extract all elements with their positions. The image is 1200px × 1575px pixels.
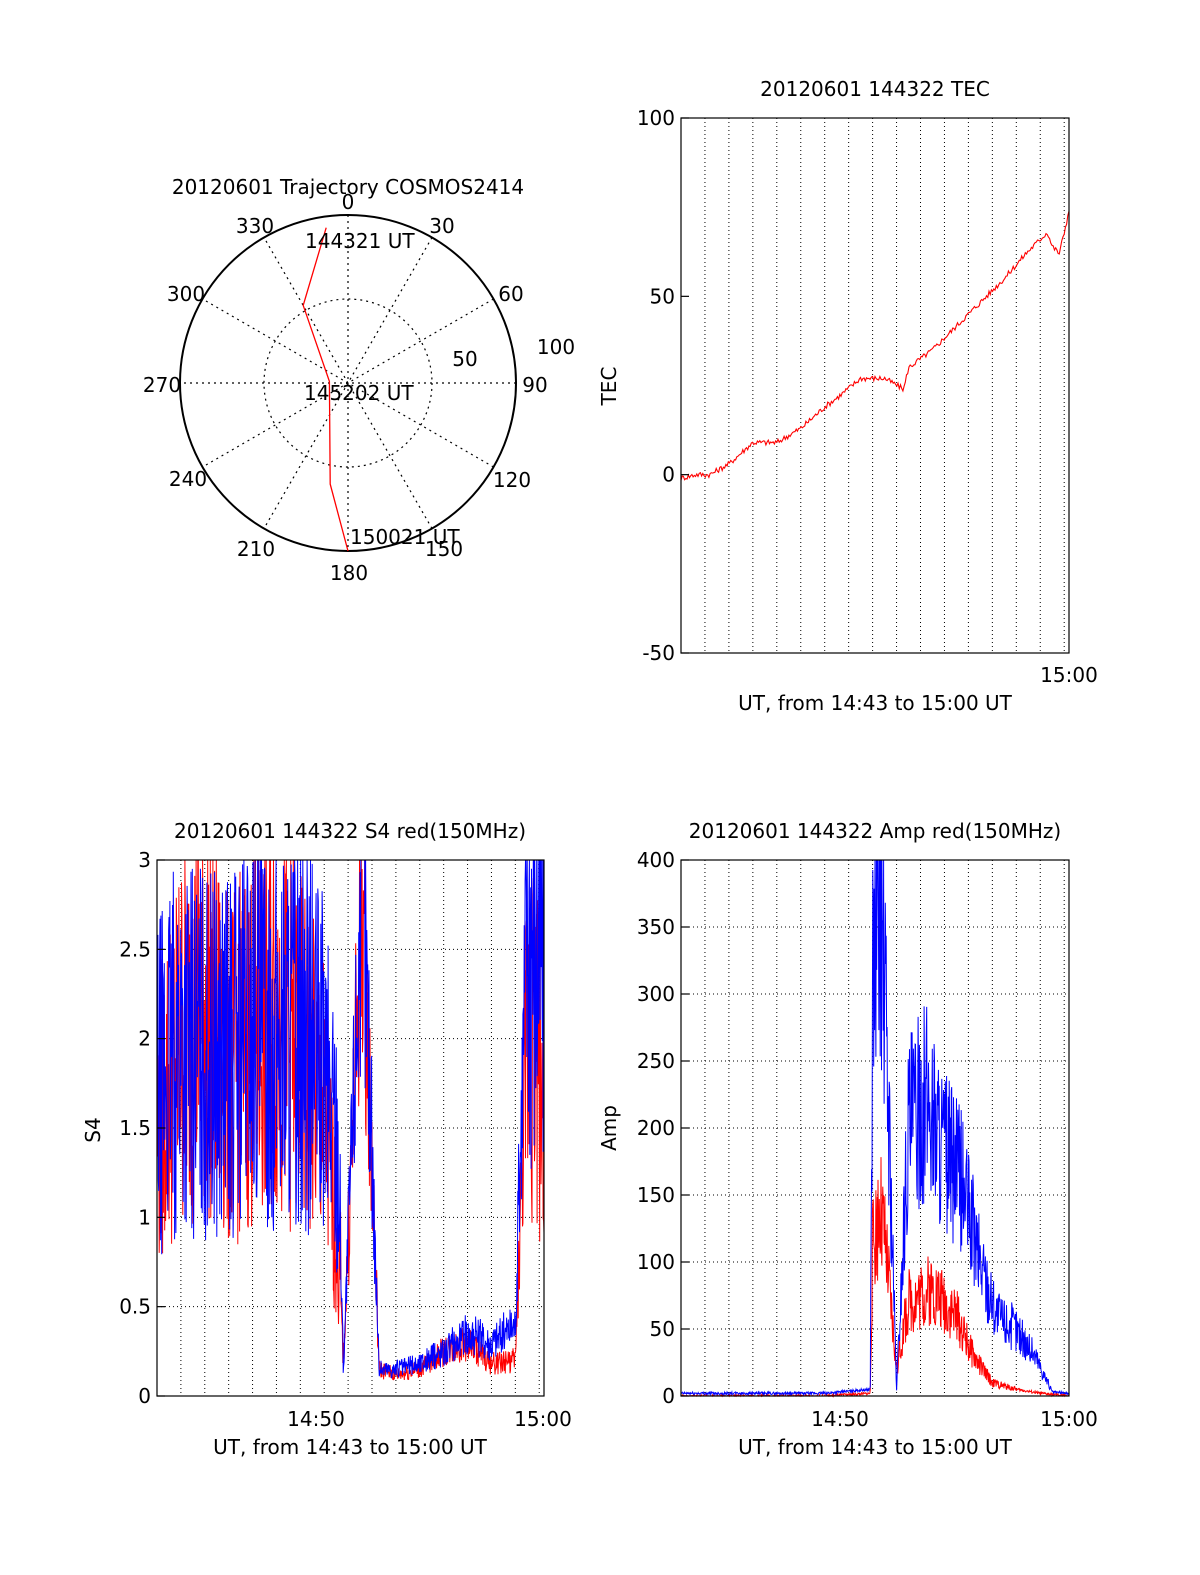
s4-chart: 20120601 144322 S4 red(150MHz) 0 0.5 1 1.5 2… [81, 819, 572, 1459]
angle-label-330: 330 [236, 214, 274, 238]
tec-x-axis-label: UT, from 14:43 to 15:00 UT [738, 691, 1013, 715]
amp-y-axis-label: Amp [597, 1105, 621, 1151]
tec-y-tick-label: 0 [662, 463, 675, 487]
tec-series-red [680, 211, 1070, 481]
amp-series [680, 859, 1070, 1398]
tec-series [680, 211, 1070, 481]
s4-y-axis-label: S4 [81, 1117, 105, 1142]
angle-label-180: 180 [330, 561, 368, 585]
s4-x-axis-label: UT, from 14:43 to 15:00 UT [213, 1435, 488, 1459]
amp-y-tick-label: 150 [637, 1183, 675, 1207]
s4-x-tick-1450: 14:50 [287, 1407, 345, 1431]
amp-series-red [680, 1157, 1070, 1398]
amp-chart: 20120601 144322 Amp red(150MHz) 0 50 100 15… [597, 819, 1098, 1459]
s4-y-tick-label: 1.5 [119, 1116, 151, 1140]
radial-label-100: 100 [537, 335, 575, 359]
tec-y-tick-label: 50 [650, 284, 675, 308]
tec-gridlines [704, 118, 1065, 653]
polar-chart: 20120601 Trajectory COSMOS2414 0 30 60 9… [143, 175, 575, 585]
trajectory-line [302, 227, 349, 552]
amp-y-tick-label: 300 [637, 982, 675, 1006]
tec-x-tick-1500: 15:00 [1040, 663, 1098, 687]
tec-title: 20120601 144322 TEC [760, 77, 990, 101]
s4-y-tick-label: 2.5 [119, 937, 151, 961]
polar-spoke-150 [263, 237, 433, 529]
s4-title: 20120601 144322 S4 red(150MHz) [174, 819, 526, 843]
angle-label-90: 90 [522, 373, 547, 397]
angle-label-150: 150 [425, 537, 463, 561]
tec-plot-frame [680, 117, 1070, 654]
tec-y-axis-label: TEC [597, 367, 621, 407]
amp-y-tick-label: 100 [637, 1250, 675, 1274]
amp-y-ticks: 0 50 100 150 200 250 300 350 400 [637, 848, 689, 1408]
s4-y-tick-label: 1 [138, 1205, 151, 1229]
amp-x-tick-1500: 15:00 [1040, 1407, 1098, 1431]
s4-y-tick-label: 0 [138, 1384, 151, 1408]
amp-x-tick-1450: 14:50 [811, 1407, 869, 1431]
tec-y-ticks: -50 0 50 100 [637, 106, 689, 665]
tec-y-tick-label: 100 [637, 106, 675, 130]
s4-series-blue [156, 859, 545, 1379]
s4-y-tick-label: 0.5 [119, 1295, 151, 1319]
angle-label-210: 210 [237, 537, 275, 561]
amp-title: 20120601 144322 Amp red(150MHz) [689, 819, 1061, 843]
s4-y-tick-label: 3 [138, 848, 151, 872]
angle-label-30: 30 [429, 214, 454, 238]
angle-label-240: 240 [169, 467, 207, 491]
amp-y-tick-label: 200 [637, 1116, 675, 1140]
amp-x-axis-label: UT, from 14:43 to 15:00 UT [738, 1435, 1013, 1459]
angle-label-300: 300 [167, 282, 205, 306]
amp-y-tick-label: 350 [637, 915, 675, 939]
s4-x-tick-1500: 15:00 [514, 1407, 572, 1431]
tec-y-tick-label: -50 [642, 641, 675, 665]
trajectory-start-label: 144321 UT [305, 229, 415, 253]
amp-y-tick-label: 400 [637, 848, 675, 872]
amp-y-tick-label: 0 [662, 1384, 675, 1408]
angle-label-0: 0 [342, 190, 355, 214]
amp-series-blue [680, 859, 1070, 1397]
tec-chart: 20120601 144322 TEC -50 0 50 100 15:00 UT, … [597, 77, 1098, 715]
angle-label-270: 270 [143, 373, 181, 397]
trajectory-mid-label: 145202 UT [304, 381, 414, 405]
angle-label-120: 120 [493, 468, 531, 492]
trajectory-end-label: 150021 UT [350, 525, 460, 549]
polar-spokes [180, 215, 516, 551]
radial-label-50: 50 [452, 347, 477, 371]
amp-y-tick-label: 250 [637, 1049, 675, 1073]
polar-title: 20120601 Trajectory COSMOS2414 [172, 175, 524, 199]
amp-y-tick-label: 50 [650, 1317, 675, 1341]
s4-series [156, 859, 545, 1381]
s4-y-tick-label: 2 [138, 1027, 151, 1051]
angle-label-60: 60 [498, 282, 523, 306]
s4-y-ticks: 0 0.5 1 1.5 2 2.5 3 [119, 848, 165, 1408]
